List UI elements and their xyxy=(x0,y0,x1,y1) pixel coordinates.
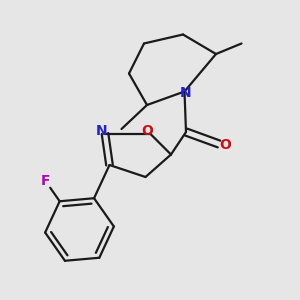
Text: N: N xyxy=(180,86,192,100)
Text: N: N xyxy=(96,124,107,138)
Text: O: O xyxy=(220,138,232,152)
Text: O: O xyxy=(141,124,153,137)
Text: F: F xyxy=(40,174,50,188)
